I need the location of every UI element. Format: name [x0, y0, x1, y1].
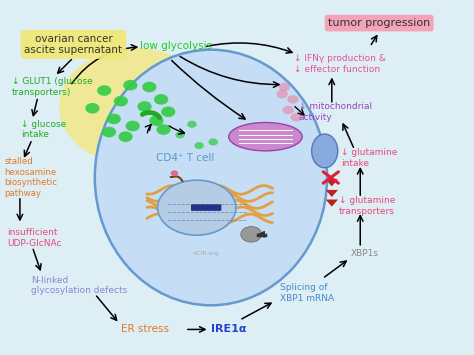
Text: tumor progression: tumor progression [328, 18, 430, 28]
Text: ↓ glutamine
transporters: ↓ glutamine transporters [339, 196, 395, 215]
Circle shape [126, 121, 140, 131]
Text: IRE1α: IRE1α [211, 324, 246, 334]
Text: stalled
hexosamine
biosynthetic
pathway: stalled hexosamine biosynthetic pathway [5, 157, 58, 198]
Circle shape [209, 138, 218, 146]
Ellipse shape [228, 122, 302, 151]
Polygon shape [326, 179, 338, 186]
Circle shape [283, 106, 294, 114]
Polygon shape [326, 200, 338, 207]
Ellipse shape [311, 134, 337, 168]
Circle shape [154, 94, 168, 105]
Ellipse shape [59, 48, 211, 165]
Text: CD4⁺ T cell: CD4⁺ T cell [155, 153, 214, 163]
Text: ER stress: ER stress [121, 324, 169, 334]
Text: ↓ glucose
intake: ↓ glucose intake [21, 120, 66, 139]
Circle shape [114, 96, 128, 106]
Ellipse shape [157, 180, 236, 235]
Circle shape [85, 103, 100, 114]
Circle shape [137, 101, 152, 112]
Circle shape [187, 121, 197, 128]
Circle shape [107, 114, 121, 124]
Circle shape [291, 113, 302, 121]
Circle shape [149, 115, 164, 126]
Text: ↓ mitochondrial
activity: ↓ mitochondrial activity [299, 102, 372, 121]
Circle shape [276, 90, 288, 98]
Circle shape [194, 142, 204, 149]
Text: ACIR.org: ACIR.org [193, 251, 219, 256]
Polygon shape [326, 190, 338, 197]
Text: ↓ glutamine
intake: ↓ glutamine intake [341, 148, 398, 168]
Text: ↓ GLUT1 (glucose
transporters): ↓ GLUT1 (glucose transporters) [12, 77, 92, 97]
Text: ovarian cancer
ascite supernatant: ovarian cancer ascite supernatant [25, 34, 122, 55]
Text: N-linked
glycosylation defects: N-linked glycosylation defects [31, 276, 127, 295]
Circle shape [102, 127, 116, 137]
Ellipse shape [95, 50, 327, 305]
Text: ↓ IFNγ production &
↓ effector function: ↓ IFNγ production & ↓ effector function [294, 54, 386, 73]
Circle shape [279, 83, 290, 91]
Text: Splicing of
XBP1 mRNA: Splicing of XBP1 mRNA [280, 283, 334, 302]
Text: XBP1s: XBP1s [351, 249, 379, 258]
Circle shape [142, 82, 156, 92]
Circle shape [287, 95, 299, 104]
Circle shape [175, 131, 185, 138]
Circle shape [123, 80, 137, 91]
Text: low glycolysis: low glycolysis [140, 41, 212, 51]
Text: insufficient
UDP-GlcNAc: insufficient UDP-GlcNAc [7, 228, 62, 247]
Circle shape [241, 226, 262, 242]
Circle shape [118, 131, 133, 142]
Circle shape [156, 124, 171, 135]
Circle shape [161, 106, 175, 117]
FancyBboxPatch shape [191, 204, 221, 211]
Circle shape [171, 170, 178, 176]
Circle shape [97, 85, 111, 96]
